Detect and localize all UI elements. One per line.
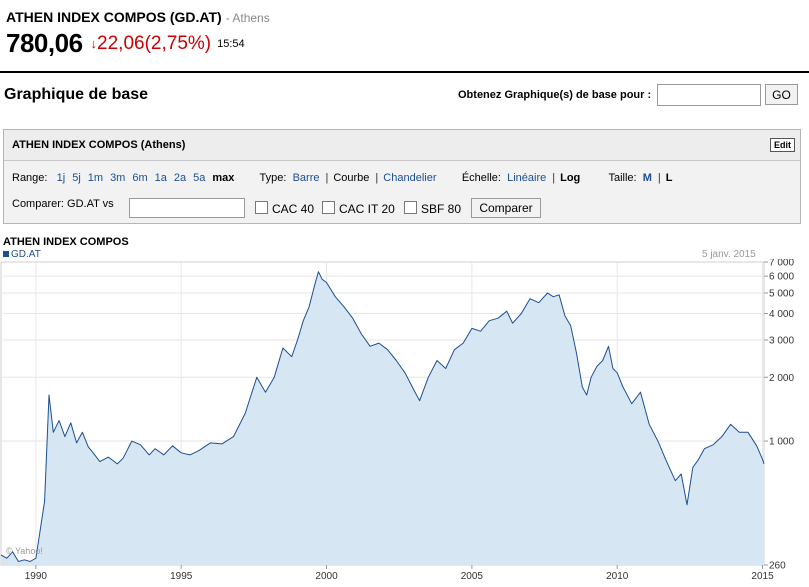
x-tick-label: 1995 — [170, 571, 193, 582]
legend-label: GD.AT — [11, 249, 41, 260]
type-label: Type: — [259, 172, 287, 184]
y-tick-label: 4 000 — [769, 309, 794, 320]
y-tick-label: 260 — [769, 561, 786, 572]
series-line — [0, 271, 765, 562]
range-3m[interactable]: 3m — [110, 172, 126, 184]
type-barre[interactable]: Barre — [292, 172, 320, 184]
x-tick-label: 2000 — [315, 571, 338, 582]
header-divider — [0, 71, 809, 73]
y-tick-label: 1 000 — [769, 437, 794, 448]
y-tick-label: 6 000 — [769, 272, 794, 283]
legend-swatch — [3, 251, 9, 257]
size-label: Taille: — [608, 172, 637, 184]
panel-title: ATHEN INDEX COMPOS (Athens) — [12, 139, 186, 151]
y-axis: 260 1 000 2 000 3 000 4 000 5 000 6 000 7 000 — [764, 259, 794, 572]
type-chandelier[interactable]: Chandelier — [383, 172, 437, 184]
edit-button[interactable]: Edit — [770, 138, 795, 152]
x-tick-label: 2015 — [751, 571, 774, 582]
page-title: Graphique de base — [4, 86, 149, 103]
size-m[interactable]: M — [642, 172, 652, 184]
lookup-label: Obtenez Graphique(s) de base pour : — [458, 89, 652, 101]
checkbox-cac40-label: CAC 40 — [272, 202, 315, 216]
y-tick-label: 5 000 — [769, 288, 794, 299]
x-axis: 1990 1995 2000 2005 2010 2015 — [25, 565, 774, 582]
y-tick-label: 7 000 — [769, 259, 794, 269]
x-tick-label: 1990 — [25, 571, 48, 582]
go-button[interactable]: GO — [765, 84, 798, 105]
last-price: 780,06 — [6, 28, 83, 58]
scale-label: Échelle: — [461, 172, 501, 184]
range-5j[interactable]: 5j — [72, 172, 81, 184]
price-row: 780,06 ↓22,06(2,75%) 15:54 — [6, 28, 245, 59]
symbol-lookup-input[interactable] — [657, 84, 761, 106]
checkbox-cac40[interactable] — [255, 201, 268, 214]
quote-name: ATHEN INDEX COMPOS (GD.AT) — [6, 9, 222, 25]
exchange-label: - Athens — [225, 11, 270, 25]
chart-options-row: Range: 1j 5j 1m 3m 6m 1a 2a 5a max Type: Barre | C… — [12, 172, 673, 184]
size-l[interactable]: L — [665, 172, 673, 184]
series-area — [1, 271, 764, 565]
range-6m[interactable]: 6m — [132, 172, 148, 184]
range-5a[interactable]: 5a — [193, 172, 206, 184]
range-1m[interactable]: 1m — [87, 172, 104, 184]
scale-lineaire[interactable]: Linéaire — [507, 172, 547, 184]
chart-date: 5 janv. 2015 — [702, 249, 756, 260]
compare-label: Comparer: GD.AT vs — [12, 198, 114, 210]
chart-title: ATHEN INDEX COMPOS — [3, 236, 129, 248]
compare-input[interactable] — [129, 198, 245, 218]
checkbox-sbf80[interactable] — [404, 201, 417, 214]
range-max[interactable]: max — [212, 172, 235, 184]
quote-title: ATHEN INDEX COMPOS (GD.AT) - Athens — [6, 9, 270, 25]
range-1a[interactable]: 1a — [154, 172, 167, 184]
down-arrow-icon: ↓ — [90, 36, 98, 51]
chart-controls-panel: ATHEN INDEX COMPOS (Athens) Edit Range: … — [3, 129, 801, 224]
type-courbe[interactable]: Courbe — [333, 172, 370, 184]
compare-button[interactable]: Comparer — [471, 198, 541, 218]
x-tick-label: 2010 — [606, 571, 629, 582]
quote-time: 15:54 — [217, 38, 245, 50]
price-change: 22,06(2,75%) — [97, 33, 212, 54]
index-chart[interactable]: 260 1 000 2 000 3 000 4 000 5 000 6 000 7 000 1… — [0, 259, 809, 587]
checkbox-cac-it20[interactable] — [322, 201, 335, 214]
checkbox-cac-it20-label: CAC IT 20 — [339, 202, 395, 216]
panel-header: ATHEN INDEX COMPOS (Athens) Edit — [4, 130, 800, 161]
chart-legend: GD.AT — [3, 249, 41, 260]
range-1j[interactable]: 1j — [56, 172, 66, 184]
yahoo-watermark: © Yahoo! — [6, 546, 43, 556]
y-tick-label: 2 000 — [769, 373, 794, 384]
range-2a[interactable]: 2a — [173, 172, 187, 184]
x-tick-label: 2005 — [461, 571, 484, 582]
range-label: Range: — [12, 172, 48, 184]
scale-log[interactable]: Log — [560, 172, 581, 184]
checkbox-sbf80-label: SBF 80 — [421, 202, 462, 216]
y-tick-label: 3 000 — [769, 335, 794, 346]
